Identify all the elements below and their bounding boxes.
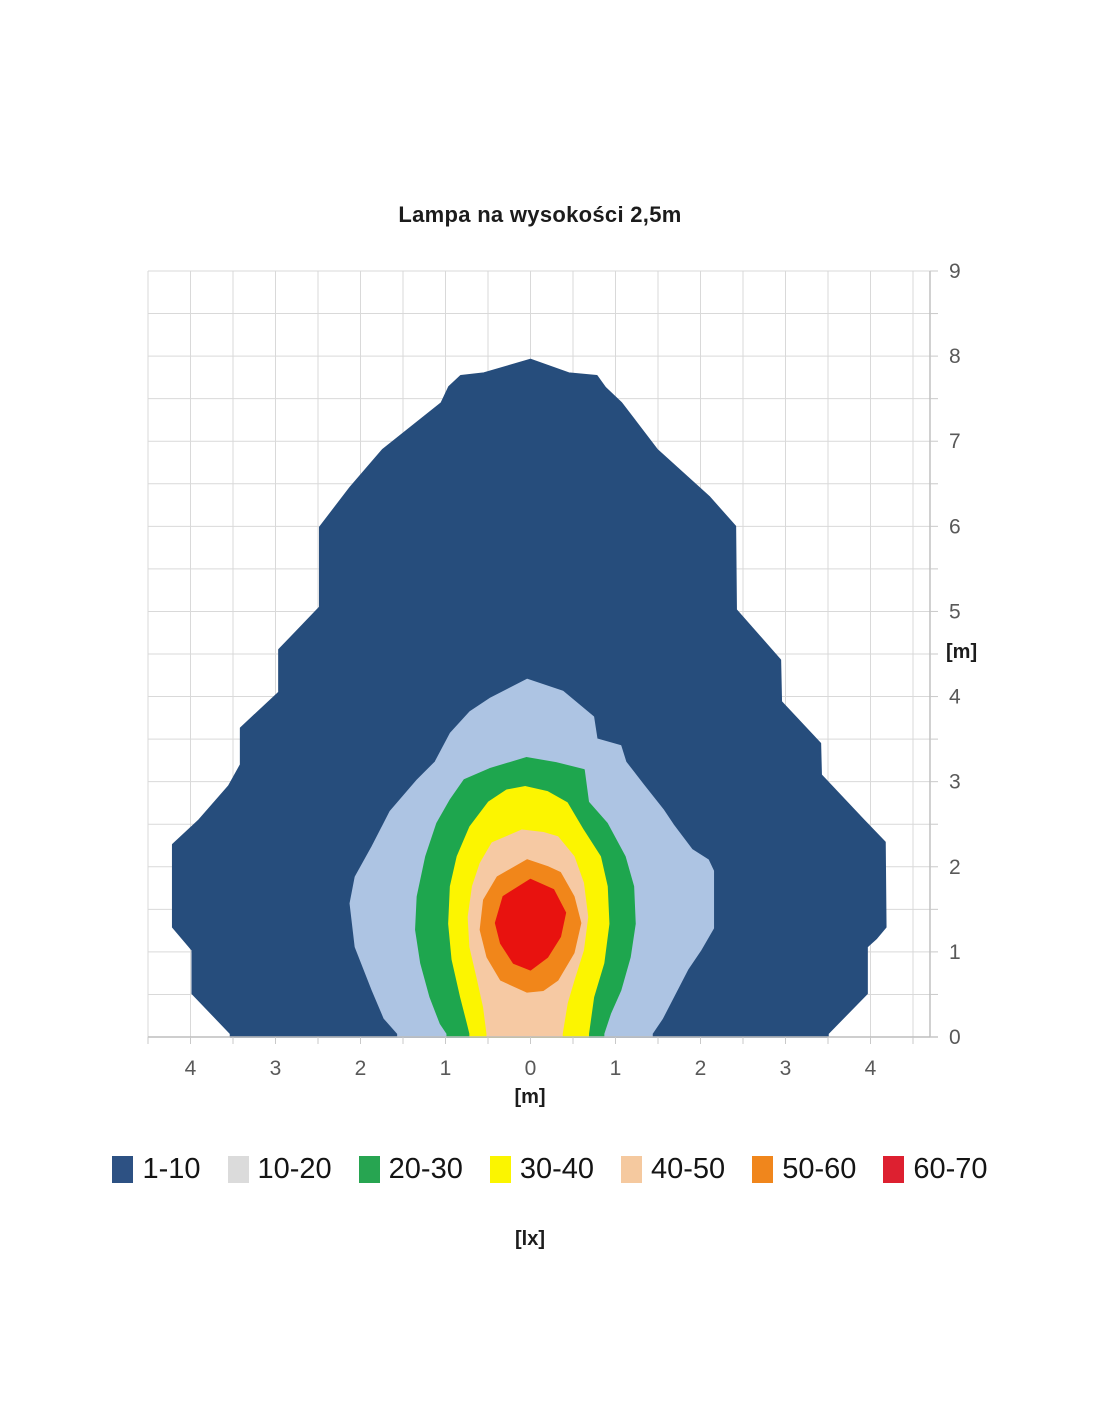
legend-item-40-50: 40-50 (621, 1153, 725, 1186)
y-tick-label: 4 (949, 686, 961, 709)
legend-label: 10-20 (257, 1153, 332, 1185)
y-axis-unit-label: [m] (946, 641, 978, 663)
legend-swatch-30-40 (489, 1156, 511, 1183)
legend-label: 60-70 (913, 1153, 988, 1185)
legend: 1-10 10-20 20-30 30-40 40-50 50-60 60-70 (0, 1153, 1100, 1186)
legend-label: 40-50 (651, 1153, 726, 1185)
legend-item-20-30: 20-30 (358, 1153, 463, 1186)
x-tick-label: 1 (610, 1057, 622, 1080)
chart-title: Lampa na wysokości 2,5m (398, 202, 682, 227)
legend-swatch-20-30 (358, 1156, 380, 1183)
legend-item-1-10: 1-10 (112, 1153, 201, 1186)
y-tick-label: 2 (949, 856, 961, 879)
y-tick-label: 6 (949, 515, 961, 538)
y-tick-label: 1 (949, 941, 961, 964)
legend-swatch-40-50 (621, 1156, 643, 1183)
x-tick-label: 2 (695, 1057, 707, 1080)
contour-band-60-70lx (494, 878, 567, 971)
x-axis-unit-label: [m] (514, 1086, 546, 1108)
y-tick-label: 8 (949, 345, 961, 368)
y-tick-label: 7 (949, 430, 961, 453)
legend-item-30-40: 30-40 (489, 1153, 595, 1186)
legend-unit-label: [lx] (515, 1228, 545, 1250)
legend-swatch-60-70 (883, 1156, 905, 1183)
legend-item-50-60: 50-60 (752, 1153, 856, 1186)
x-tick-label: 3 (780, 1057, 792, 1080)
legend-swatch-10-20 (227, 1156, 249, 1183)
y-tick-label: 3 (949, 771, 961, 794)
x-tick-label: 4 (865, 1057, 877, 1080)
y-tick-label: 9 (949, 260, 961, 283)
legend-label: 20-30 (388, 1153, 463, 1185)
legend-item-60-70: 60-70 (883, 1153, 988, 1186)
y-tick-label: 0 (949, 1026, 961, 1049)
x-tick-label: 1 (440, 1057, 452, 1080)
legend-label: 1-10 (142, 1153, 201, 1185)
y-tick-label: 5 (949, 600, 961, 623)
x-tick-label: 0 (525, 1057, 537, 1080)
legend-item-10-20: 10-20 (227, 1153, 332, 1186)
legend-swatch-50-60 (752, 1156, 774, 1183)
x-tick-label: 4 (185, 1057, 197, 1080)
legend-label: 30-40 (519, 1153, 595, 1185)
legend-label: 50-60 (782, 1153, 857, 1185)
x-tick-label: 2 (355, 1057, 367, 1080)
x-tick-label: 3 (270, 1057, 282, 1080)
legend-swatch-1-10 (112, 1156, 134, 1183)
